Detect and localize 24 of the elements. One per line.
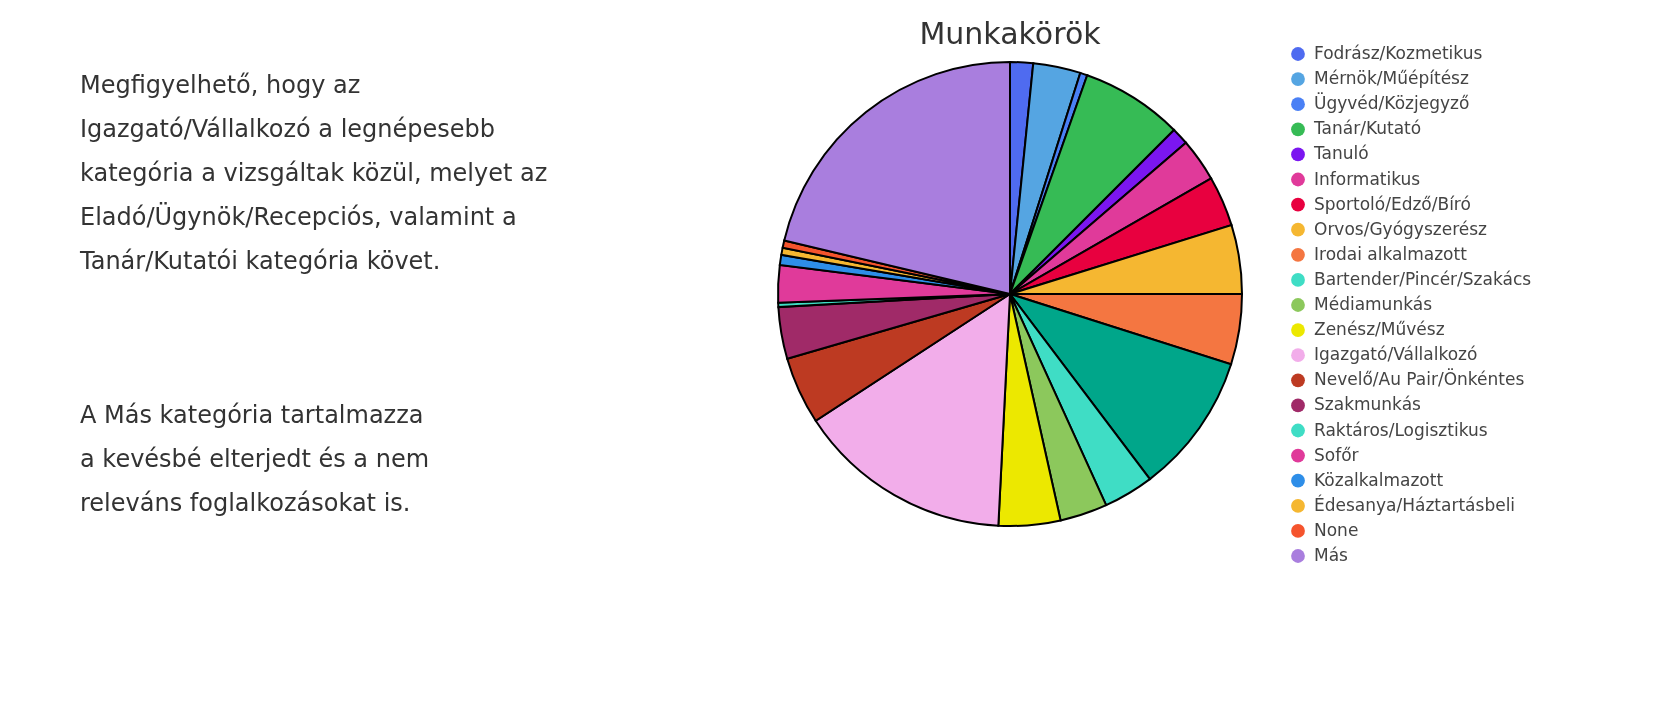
text: Megfigyelhető, hogy az Igazgató/Vállalkozó a legnépesebb kategória a vizsgáltak közül, melyet az Eladó/Ügynök/Recepciós, valamint a Tanár/Kutatói kategória követ. (79, 71, 548, 275)
legend-label: Tanár/Kutató (1313, 118, 1422, 139)
legend-label: Sofőr (1314, 444, 1359, 465)
legend-label: None (1314, 519, 1359, 540)
legend-label: Közalkalmazott (1314, 469, 1444, 490)
legend-label: Fodrász/Kozmetikus (1314, 43, 1483, 63)
legend-label: Szakmunkás (1314, 394, 1422, 415)
chart-title: Munkakörök (919, 16, 1102, 51)
legend-label: Irodai alkalmazott (1314, 243, 1468, 264)
legend-label: Nevelő/Au Pair/Önkéntes (1314, 368, 1525, 390)
legend-label: Bartender/Pincér/Szakács (1314, 268, 1532, 289)
legend-label: Mérnök/Műépítész (1314, 68, 1469, 89)
legend-label: Ügyvéd/Közjegyző (1314, 92, 1470, 114)
legend-label: Más (1314, 545, 1349, 565)
legend-label: Médiamunkás (1314, 294, 1433, 314)
legend-label: Orvos/Gyógyszerész (1314, 218, 1488, 239)
legend-label: Informatikus (1314, 168, 1421, 189)
text: A Más kategória tartalmazza a kevésbé elterjedt és a nem releváns foglalkozásokat is. (80, 401, 430, 517)
legend-label: Sportoló/Edző/Bíró (1314, 193, 1471, 214)
legend-label: Tanuló (1313, 143, 1369, 164)
legend-label: Raktáros/Logisztikus (1314, 419, 1488, 440)
legend-label: Édesanya/Háztartásbeli (1314, 493, 1516, 515)
legend-label: Zenész/Művész (1314, 319, 1445, 340)
legend-label: Igazgató/Vállalkozó (1314, 344, 1478, 365)
